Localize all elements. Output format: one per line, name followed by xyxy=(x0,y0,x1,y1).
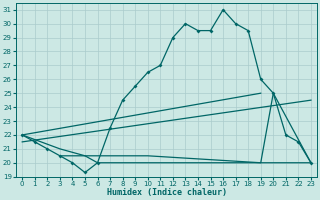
X-axis label: Humidex (Indice chaleur): Humidex (Indice chaleur) xyxy=(107,188,227,197)
